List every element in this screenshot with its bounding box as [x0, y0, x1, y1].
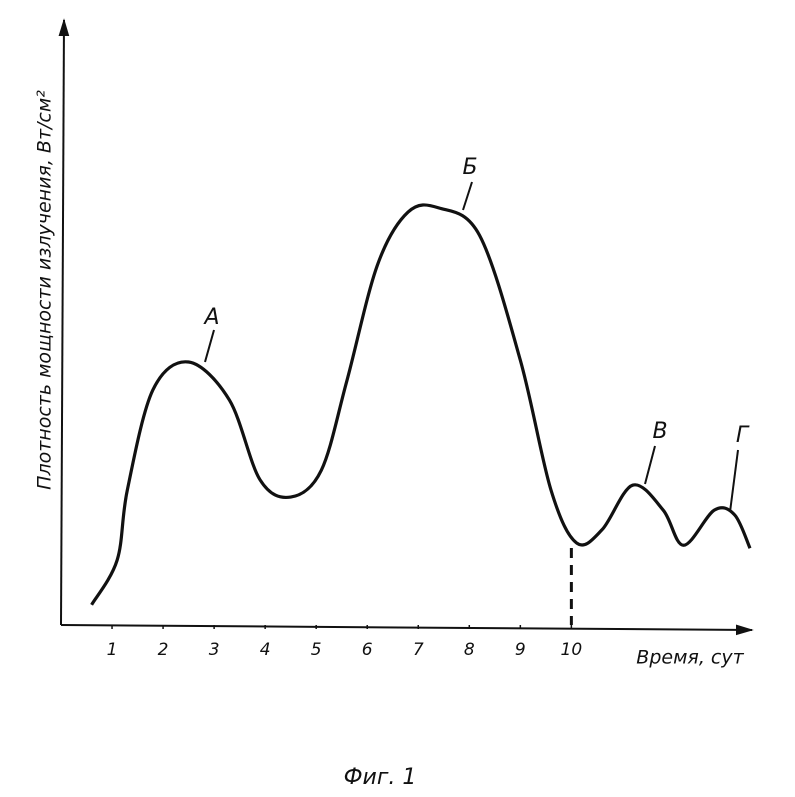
y-axis [58, 18, 70, 626]
curve [90, 203, 752, 606]
x-tick-label: 6 [362, 640, 373, 660]
annotation: Г [736, 423, 750, 448]
chart-title: Фиг. 1 [344, 765, 417, 790]
annotation: А [202, 305, 219, 330]
x-axis [60, 624, 754, 636]
x-tick-label: 2 [158, 640, 169, 660]
x-tick-label: 3 [209, 640, 220, 660]
annotation: В [652, 419, 667, 444]
y-axis-label: Плотность мощности излучения, Вт/см² [34, 90, 56, 490]
x-tick-label: 1 [107, 640, 118, 660]
annotation-leader [462, 181, 473, 211]
x-axis-label: Время, сут [636, 647, 744, 669]
annotation-leader [204, 329, 215, 363]
x-tick-label: 4 [260, 640, 271, 660]
annotation-leader [644, 445, 656, 485]
annotation: Б [462, 155, 477, 180]
x-tick-label: 8 [464, 640, 475, 660]
x-tick-label: 9 [515, 640, 526, 660]
annotation-leader [729, 449, 739, 513]
x-tick-label: 7 [413, 640, 424, 660]
x-tick-label: 5 [311, 640, 322, 660]
x-tick-label: 10 [561, 640, 583, 660]
